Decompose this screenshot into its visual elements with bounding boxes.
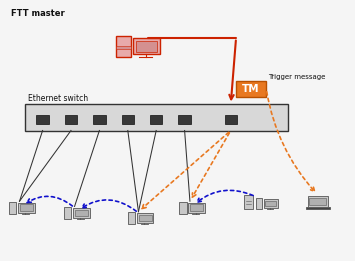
- Bar: [136, 41, 157, 52]
- Bar: [139, 215, 152, 221]
- Bar: [265, 200, 276, 206]
- Bar: [225, 115, 237, 124]
- Bar: [20, 204, 33, 211]
- Bar: [75, 210, 88, 216]
- Bar: [264, 199, 278, 208]
- Bar: [116, 36, 131, 57]
- Bar: [179, 202, 187, 214]
- Bar: [137, 213, 153, 223]
- Bar: [190, 204, 203, 211]
- Text: TM: TM: [242, 84, 260, 94]
- Bar: [128, 212, 135, 224]
- Bar: [244, 195, 252, 209]
- Bar: [309, 198, 326, 205]
- Bar: [64, 207, 71, 219]
- Bar: [306, 207, 329, 209]
- Bar: [73, 208, 89, 218]
- Bar: [36, 115, 49, 124]
- Bar: [116, 46, 131, 49]
- Bar: [65, 115, 77, 124]
- Bar: [133, 38, 159, 54]
- Text: Trigger message: Trigger message: [268, 74, 326, 80]
- Bar: [150, 115, 163, 124]
- Text: FTT master: FTT master: [11, 9, 64, 18]
- Text: Ethernet switch: Ethernet switch: [28, 94, 88, 103]
- Bar: [179, 115, 191, 124]
- Bar: [236, 81, 266, 97]
- Bar: [93, 115, 106, 124]
- Bar: [121, 115, 134, 124]
- Bar: [307, 196, 328, 207]
- Bar: [9, 202, 16, 214]
- Bar: [25, 104, 288, 130]
- Bar: [18, 203, 34, 213]
- Bar: [256, 198, 262, 209]
- Bar: [189, 203, 205, 213]
